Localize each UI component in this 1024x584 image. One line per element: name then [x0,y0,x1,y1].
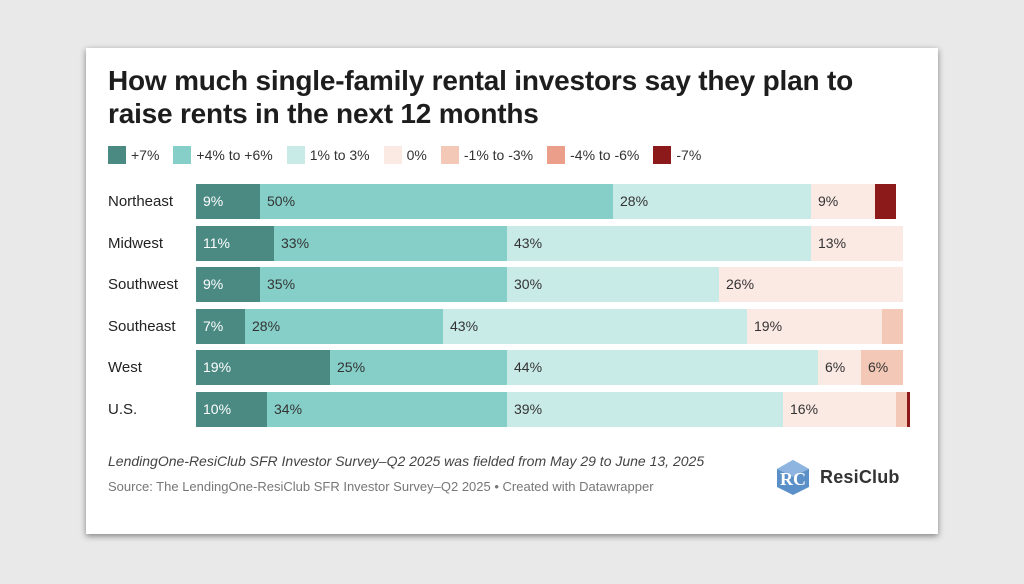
data-label: 50% [267,193,296,209]
data-label: 33% [281,234,310,251]
bar-segment [747,308,882,344]
data-label: 43% [450,317,479,334]
legend-item: -1% to -3% [440,146,534,164]
bar-segment [896,391,907,427]
stacked-bar: 9% 35% 30% 26% [196,267,903,302]
bar-segment [811,225,903,261]
chart-legend: +7% +4% to +6% 1% to 3% 0% -1% to -3% -4% to … [108,146,715,164]
data-label: 25% [337,359,366,375]
survey-note: LendingOne-ResiClub SFR Investor Survey–… [108,453,705,469]
stacked-bar: 11% 33% 43% 13% [196,225,903,261]
bar-segment [811,184,875,219]
bar-segment [196,184,260,219]
stacked-bar: 7% 28% 43% 19% [196,308,903,344]
legend-swatch [653,146,672,164]
bar-segment [507,225,811,261]
chart-title: How much single-family rental investors … [108,65,853,129]
bar-segment [196,350,330,385]
bar-segment [861,350,903,385]
data-label: 30% [514,276,543,292]
bar-segment [330,350,507,385]
legend-item: +4% to +6% [173,146,273,164]
legend-item: 1% to 3% [286,146,370,164]
bar-segment [719,267,903,302]
legend-swatch [440,146,459,164]
legend-item: -7% [653,146,701,164]
legend-label: +4% to +6% [196,147,273,163]
bar-segment [196,267,260,302]
category-label: Midwest [108,234,164,252]
category-label: Northeast [108,193,174,210]
bar-segment [882,308,903,344]
legend-swatch [286,146,305,164]
bar-segment [443,308,747,344]
bar-segment [783,391,896,427]
data-label: 13% [818,234,847,251]
bar-segment [818,350,861,385]
legend-label: -1% to -3% [463,147,534,163]
bar-segment [196,225,274,261]
data-label: 10% [203,400,232,417]
bar-segment [245,308,443,344]
legend-item: 0% [383,146,427,164]
data-label: 34% [274,400,303,417]
data-label: 11% [203,234,230,251]
bar-segment [613,184,811,219]
stacked-bar: 10% 34% 39% 16% [196,391,910,427]
logo-text: ResiClub [820,466,900,487]
legend-label: 0% [406,147,427,163]
data-label: 44% [514,359,543,375]
data-label: 7% [203,317,224,334]
bar-segment [260,184,613,219]
bar-segment [507,350,818,385]
bar-segment [875,184,896,219]
legend-swatch [547,146,566,164]
bar-segment [260,267,507,302]
data-label: 6% [825,359,846,375]
chart-card: How much single-family rental investors … [86,48,938,534]
legend-item: -4% to -6% [547,146,639,164]
bar-segment [907,391,910,427]
legend-label: -4% to -6% [570,147,640,163]
resiclub-logo-mark: RC [777,460,809,495]
data-label: 28% [252,317,281,334]
data-label: 16% [790,400,819,417]
legend-label: 1% to 3% [309,147,370,163]
category-label: West [108,359,142,376]
category-label: Southeast [108,317,176,335]
data-label: 9% [203,276,224,292]
bar-segment [507,267,719,302]
legend-swatch [108,146,126,164]
bar-segment [507,391,783,427]
bar-segment [196,308,245,344]
data-label: 9% [203,193,224,209]
legend-swatch [383,146,402,164]
bar-segment [196,391,267,427]
data-label: 35% [267,276,296,292]
data-label: 19% [203,359,232,375]
data-label: 9% [818,193,839,209]
data-label: 39% [514,400,543,417]
data-label: 19% [754,317,783,334]
legend-item: +7% [108,146,159,164]
data-label: 6% [868,359,889,375]
logo-mark-letters: RC [780,469,806,489]
bar-segment [267,391,507,427]
legend-label: -7% [676,147,702,163]
source-line: Source: The LendingOne-ResiClub SFR Inve… [108,479,654,494]
stacked-bar: 19% 25% 44% 6% 6% [196,350,903,385]
legend-swatch [173,146,192,164]
data-label: 28% [620,193,649,209]
resiclub-logo: RC ResiClub [774,458,900,496]
category-label: U.S. [108,400,138,418]
bar-segment [274,225,507,261]
data-label: 43% [514,234,543,251]
data-label: 26% [726,276,755,292]
legend-label: +7% [131,147,160,163]
category-label: Southwest [108,276,179,293]
stacked-bar: 9% 50% 28% 9% [196,184,903,219]
